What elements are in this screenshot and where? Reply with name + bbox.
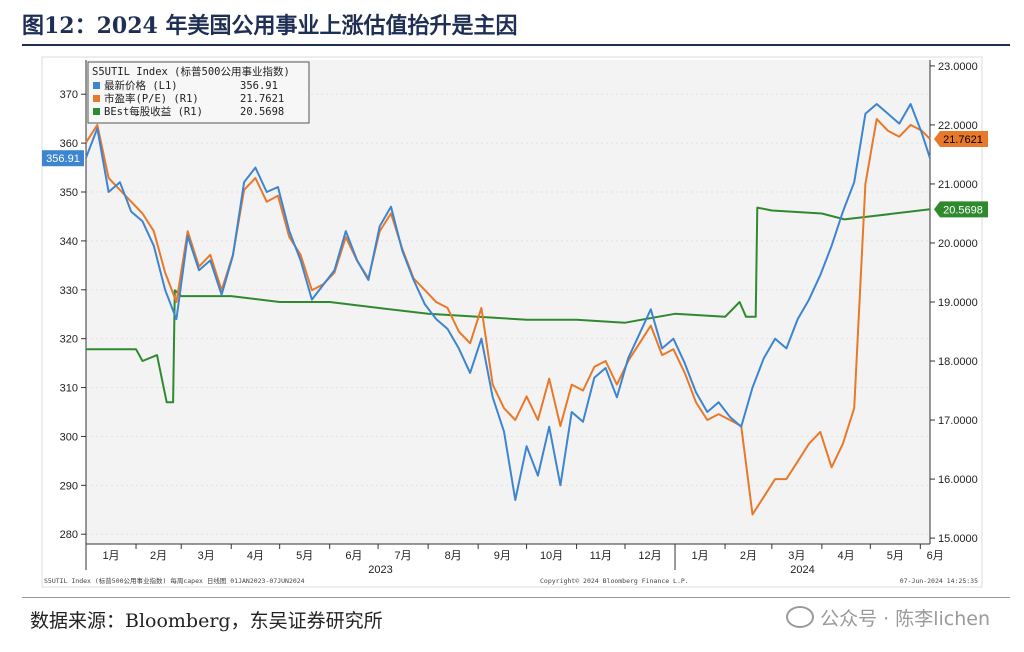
footer-right: 07-Jun-2024 14:25:35 — [900, 577, 978, 585]
right-tick-label: 17.0000 — [938, 415, 978, 427]
x-year-label: 2024 — [790, 564, 814, 576]
right-tick-label: 19.0000 — [938, 297, 978, 309]
watermark: 公众号 · 陈李lichen — [786, 604, 990, 631]
x-month-label: 5月 — [296, 550, 313, 562]
left-tick-label: 290 — [60, 480, 78, 492]
right-tick-label: 18.0000 — [938, 356, 978, 368]
right-tick-label: 15.0000 — [938, 533, 978, 545]
eps-last-tag — [934, 201, 988, 218]
legend-value-price: 356.91 — [240, 80, 278, 92]
x-month-label: 6月 — [345, 550, 362, 562]
legend-swatch-price — [93, 82, 100, 89]
legend-header: S5UTIL Index (标普500公用事业指数) — [92, 65, 290, 78]
x-month-label: 11月 — [590, 550, 612, 562]
right-tick-label: 16.0000 — [938, 474, 978, 486]
x-year-label: 2023 — [368, 564, 392, 576]
watermark-text: 公众号 · 陈李lichen — [820, 608, 990, 630]
x-month-label: 3月 — [198, 550, 215, 562]
x-month-label: 1月 — [102, 550, 119, 562]
right-tick-label: 22.0000 — [938, 120, 978, 132]
pe-last-tag — [934, 130, 988, 147]
x-month-label: 6月 — [927, 550, 944, 562]
last-value-tags: 356.91 21.7621 20.5698 — [42, 130, 988, 218]
eps-last-tag-text: 20.5698 — [943, 204, 983, 216]
left-tick-label: 300 — [60, 431, 78, 443]
x-month-label: 9月 — [494, 550, 511, 562]
right-axis: 23.0000 22.0000 21.0000 20.0000 19.0000 18.00… — [929, 60, 978, 545]
series-layer — [85, 103, 931, 516]
left-tick-label: 330 — [60, 285, 78, 297]
x-month-label: 8月 — [445, 550, 462, 562]
footer-center: Copyright© 2024 Bloomberg Finance L.P. — [540, 577, 689, 585]
wechat-icon — [786, 606, 815, 628]
figure-title: 图12：2024 年美国公用事业上涨估值抬升是主因 — [22, 13, 518, 39]
left-tick-label: 360 — [60, 138, 78, 150]
title-rule — [22, 44, 1010, 46]
series-eps-line — [86, 206, 931, 404]
x-month-label: 5月 — [887, 550, 904, 562]
legend-value-pe: 21.7621 — [240, 93, 284, 105]
legend-label-eps: BEst每股收益 (R1) — [104, 105, 203, 118]
x-month-label: 7月 — [395, 550, 412, 562]
left-tick-label: 310 — [60, 383, 78, 395]
x-month-label: 2月 — [740, 550, 757, 562]
bottom-rule — [22, 597, 1010, 598]
plot-area — [86, 60, 930, 544]
left-axis: 370 360 350 340 330 320 310 300 290 280 — [60, 60, 87, 544]
left-tick-label: 370 — [60, 89, 78, 101]
x-month-label: 4月 — [838, 550, 855, 562]
legend-swatch-pe — [93, 95, 100, 102]
x-month-label: 10月 — [540, 550, 563, 562]
x-axis: 1月 2月 3月 4月 5月 6月 7月 8月 9月 10月 11月 12月 1月 2月 3月 4月 5月 6月 2… — [85, 543, 944, 576]
left-tick-label: 350 — [60, 187, 78, 199]
legend-value-eps: 20.5698 — [240, 106, 284, 118]
x-month-label: 4月 — [247, 550, 264, 562]
series-price-line — [85, 103, 931, 501]
pe-last-tag-text: 21.7621 — [943, 134, 983, 146]
grid — [86, 93, 930, 535]
footer-left: S5UTIL Index (标普500公用事业指数) 每周capex 日线图 0… — [44, 576, 305, 585]
x-month-label: 12月 — [638, 550, 661, 562]
legend: S5UTIL Index (标普500公用事业指数) 最新价格 (L1) 356… — [87, 61, 310, 124]
legend-swatch-eps — [93, 108, 100, 115]
legend-label-pe: 市盈率(P/E) (R1) — [104, 92, 199, 105]
legend-label-price: 最新价格 (L1) — [104, 79, 178, 92]
x-month-label: 3月 — [788, 550, 805, 562]
left-tick-label: 280 — [60, 529, 78, 541]
x-month-label: 2月 — [150, 550, 167, 562]
source-note: 数据来源：Bloomberg，东吴证券研究所 — [30, 610, 383, 632]
right-tick-label: 21.0000 — [938, 179, 978, 191]
right-tick-label: 20.0000 — [938, 238, 978, 250]
price-last-tag-text: 356.91 — [46, 153, 80, 165]
chart: 370 360 350 340 330 320 310 300 290 280 23.0000 22… — [41, 56, 988, 588]
legend-box — [87, 61, 310, 124]
left-tick-label: 340 — [60, 236, 78, 248]
x-month-label: 1月 — [691, 550, 708, 562]
left-tick-label: 320 — [60, 334, 78, 346]
price-last-tag — [42, 150, 84, 167]
right-tick-label: 23.0000 — [938, 61, 978, 73]
